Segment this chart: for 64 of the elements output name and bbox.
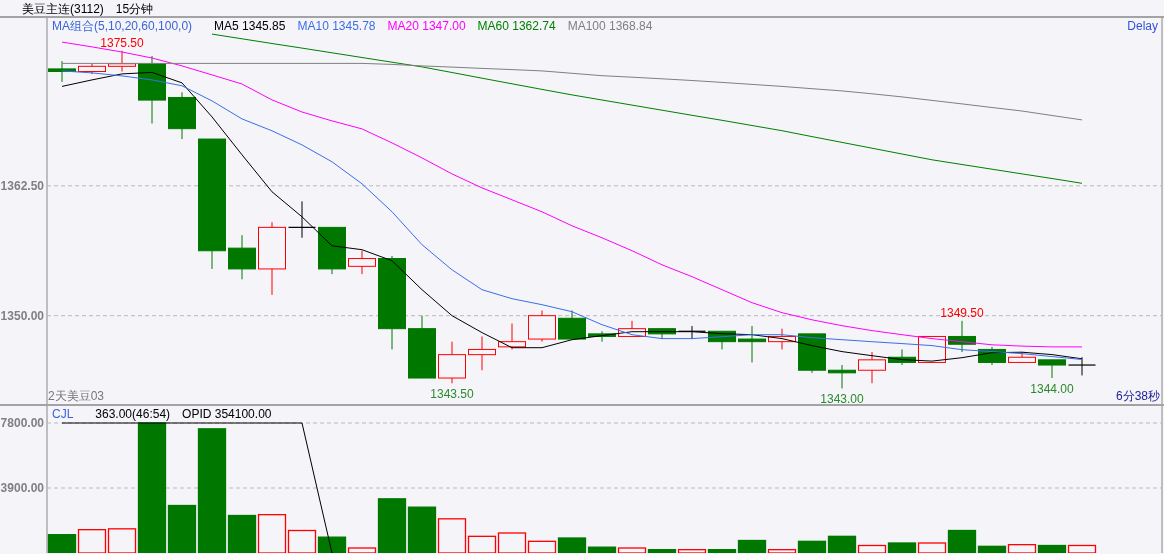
bar bbox=[407, 506, 437, 553]
text: MA20 1347.00 bbox=[387, 19, 466, 33]
bar bbox=[287, 529, 317, 553]
bar bbox=[437, 518, 467, 553]
candlestick bbox=[287, 200, 317, 239]
annotation: 1343.50 bbox=[430, 387, 475, 402]
text: MA100 1368.84 bbox=[567, 19, 653, 33]
bar bbox=[167, 504, 197, 553]
chart-title: 美豆主连(3112) bbox=[22, 2, 104, 16]
text: MA60 1362.74 bbox=[477, 19, 556, 33]
bar bbox=[1067, 544, 1097, 553]
bar bbox=[497, 532, 527, 553]
annotation: 1343.00 bbox=[820, 392, 865, 407]
bar bbox=[977, 545, 1007, 553]
annotation: 1344.00 bbox=[1030, 382, 1075, 397]
bar bbox=[137, 422, 167, 553]
bar bbox=[737, 539, 767, 553]
bar bbox=[77, 529, 107, 553]
bar bbox=[827, 535, 857, 553]
annotation: 2天美豆03 bbox=[48, 389, 105, 403]
y-tick-label: 1362.50 bbox=[0, 178, 45, 193]
bar bbox=[377, 498, 407, 553]
y-tick-label: 3900.00 bbox=[0, 481, 45, 495]
bar bbox=[257, 514, 287, 553]
annotation: 363.00(46:54) bbox=[95, 407, 171, 421]
bar bbox=[347, 547, 377, 553]
chart-subtitle: 15分钟 bbox=[115, 2, 154, 16]
bar bbox=[767, 549, 797, 553]
bar bbox=[557, 537, 587, 553]
bar bbox=[227, 514, 257, 553]
bar bbox=[1007, 544, 1037, 553]
bar bbox=[857, 544, 887, 553]
legend-title: MA组合(5,10,20,60,100,0) bbox=[52, 19, 193, 33]
bar bbox=[587, 546, 617, 553]
bar bbox=[197, 428, 227, 553]
bar bbox=[647, 549, 677, 553]
bar bbox=[617, 547, 647, 553]
y-tick-label: 7800.00 bbox=[0, 416, 45, 430]
legend-title: CJL bbox=[52, 407, 74, 421]
bar bbox=[467, 535, 497, 553]
bar bbox=[917, 542, 947, 553]
line-series bbox=[61, 62, 1083, 121]
bar bbox=[947, 529, 977, 553]
line-series bbox=[211, 33, 1083, 184]
text: MA5 1345.85 bbox=[214, 19, 286, 33]
text: MA10 1345.78 bbox=[297, 19, 376, 33]
bar bbox=[677, 549, 707, 553]
text: Delay bbox=[1127, 19, 1158, 33]
bar bbox=[107, 528, 137, 553]
candlestick bbox=[468, 335, 496, 371]
bar bbox=[527, 540, 557, 553]
bar bbox=[317, 536, 347, 553]
y-tick-label: 1350.00 bbox=[0, 308, 45, 323]
annotation: 1375.50 bbox=[100, 35, 145, 50]
bar bbox=[707, 549, 737, 553]
bar bbox=[887, 542, 917, 553]
bar bbox=[1037, 544, 1067, 553]
candlestick bbox=[498, 322, 526, 350]
series-label: OPID 354100.00 bbox=[182, 407, 272, 421]
bar bbox=[47, 534, 77, 553]
candlestick bbox=[738, 325, 766, 363]
annotation: 1349.50 bbox=[940, 305, 985, 320]
text: 6分38秒 bbox=[1115, 389, 1160, 403]
bar bbox=[797, 540, 827, 553]
